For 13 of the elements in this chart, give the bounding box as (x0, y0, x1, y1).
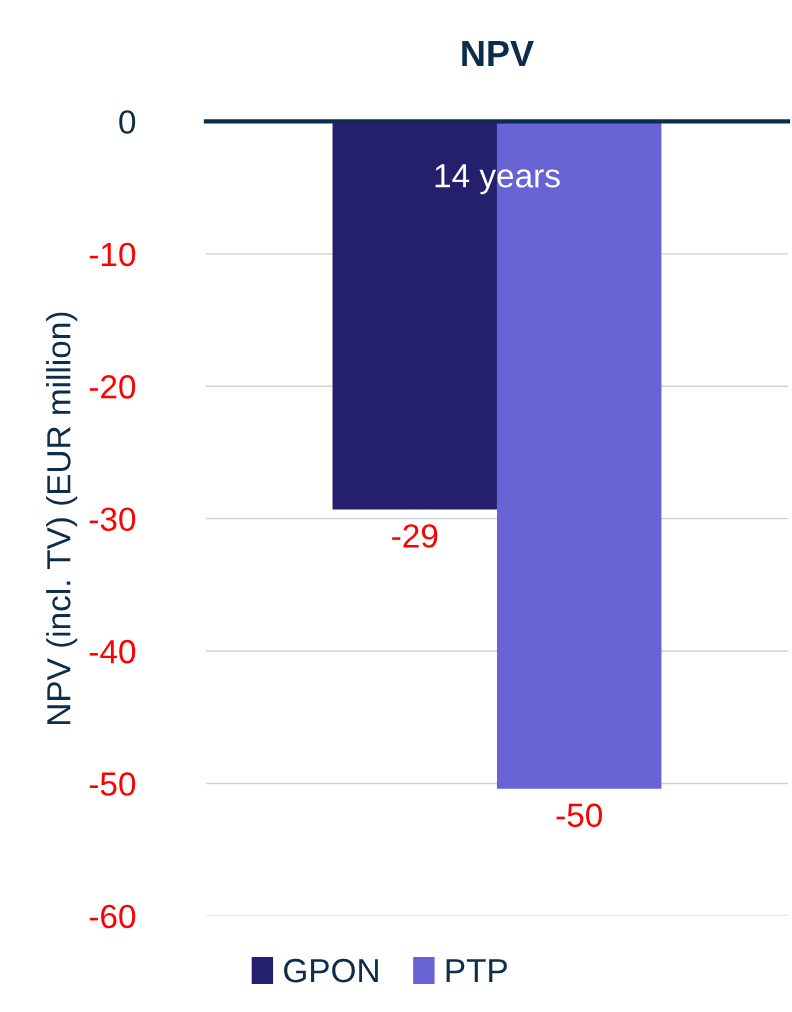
y-tick-label: 0 (119, 110, 136, 134)
y-tick-label: -40 (89, 639, 136, 664)
chart-title: NPV (462, 41, 534, 66)
legend-label: PTP (446, 959, 507, 983)
y-tick-label: -30 (89, 507, 136, 532)
y-tick-label: -60 (89, 904, 136, 929)
y-tick-label: -20 (89, 375, 136, 399)
data-label: -50 (556, 803, 602, 828)
y-axis-title: NPV (incl. TV) (EUR million) (46, 312, 78, 724)
y-tick-label: -50 (89, 772, 136, 796)
legend-label: GPON (284, 958, 378, 983)
data-label: -29 (392, 524, 438, 548)
y-tick-label: -10 (89, 242, 136, 267)
